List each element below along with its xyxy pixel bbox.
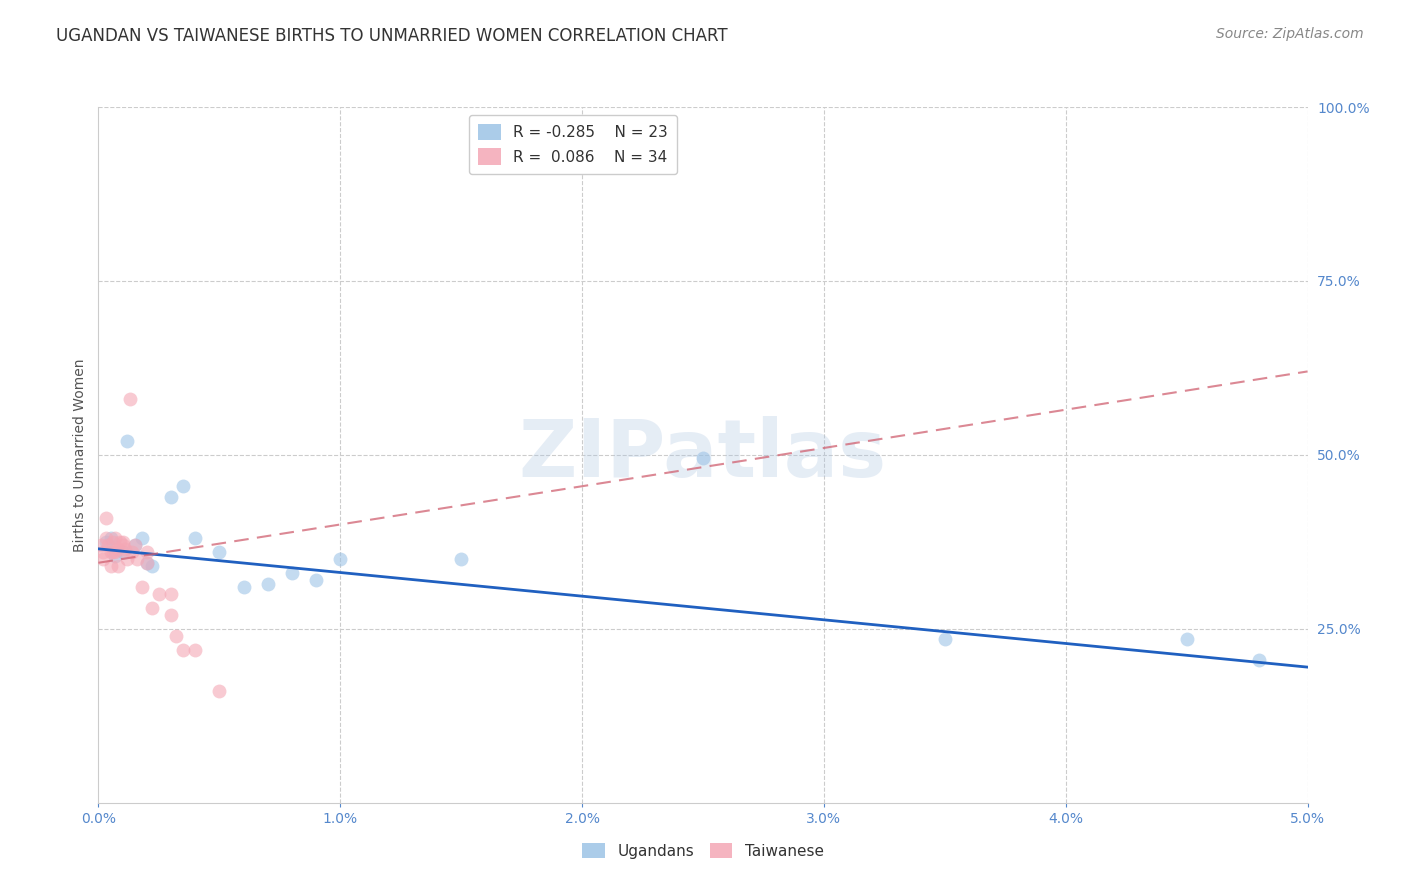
Point — [148, 587, 170, 601]
Point — [256, 576, 278, 591]
Point — [329, 552, 352, 566]
Point — [165, 629, 187, 643]
Point — [172, 479, 194, 493]
Point — [131, 532, 153, 546]
Point — [450, 552, 472, 566]
Point — [100, 559, 122, 574]
Point — [135, 556, 157, 570]
Y-axis label: Births to Unmarried Women: Births to Unmarried Women — [73, 359, 87, 551]
Point — [117, 434, 139, 448]
Point — [135, 556, 157, 570]
Point — [111, 545, 134, 559]
Point — [160, 587, 183, 601]
Point — [131, 580, 153, 594]
Point — [111, 534, 134, 549]
Point — [121, 545, 143, 559]
Point — [124, 538, 146, 552]
Point — [934, 632, 956, 647]
Point — [160, 607, 183, 622]
Point — [305, 573, 328, 587]
Point — [281, 566, 304, 581]
Point — [117, 552, 139, 566]
Point — [118, 392, 141, 407]
Point — [91, 552, 114, 566]
Point — [94, 532, 117, 546]
Point — [104, 545, 127, 559]
Point — [184, 532, 207, 546]
Point — [97, 538, 120, 552]
Point — [141, 559, 163, 574]
Point — [94, 510, 117, 524]
Point — [232, 580, 254, 594]
Point — [101, 545, 124, 559]
Point — [91, 545, 114, 559]
Point — [101, 534, 124, 549]
Point — [107, 541, 129, 556]
Point — [172, 642, 194, 657]
Point — [90, 538, 112, 552]
Point — [104, 549, 127, 563]
Point — [1249, 653, 1271, 667]
Legend: Ugandans, Taiwanese: Ugandans, Taiwanese — [576, 837, 830, 864]
Point — [111, 538, 134, 552]
Point — [107, 559, 129, 574]
Point — [208, 545, 231, 559]
Point — [94, 534, 117, 549]
Point — [1175, 632, 1198, 647]
Point — [184, 642, 207, 657]
Text: ZIPatlas: ZIPatlas — [519, 416, 887, 494]
Point — [692, 451, 714, 466]
Point — [114, 541, 136, 556]
Point — [124, 538, 146, 552]
Text: Source: ZipAtlas.com: Source: ZipAtlas.com — [1216, 27, 1364, 41]
Point — [100, 532, 122, 546]
Point — [160, 490, 183, 504]
Point — [108, 534, 131, 549]
Point — [141, 601, 163, 615]
Point — [208, 684, 231, 698]
Text: UGANDAN VS TAIWANESE BIRTHS TO UNMARRIED WOMEN CORRELATION CHART: UGANDAN VS TAIWANESE BIRTHS TO UNMARRIED… — [56, 27, 728, 45]
Point — [127, 552, 149, 566]
Point — [104, 532, 127, 546]
Point — [100, 545, 122, 559]
Point — [135, 545, 157, 559]
